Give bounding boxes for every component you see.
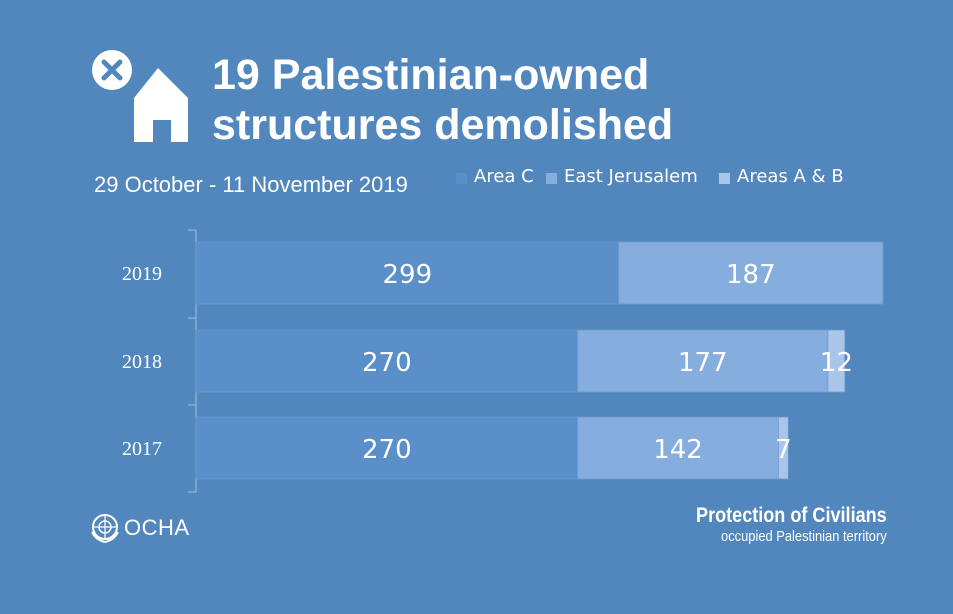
data-label-2017-0: 270: [362, 435, 412, 465]
bar-2018-areas-a-b: [827, 329, 846, 393]
data-label-2018-2: 12: [820, 348, 853, 378]
legend-label: East Jerusalem: [564, 166, 698, 187]
y-tick-label-2019: 2019: [122, 263, 162, 285]
house-demolished-icon: [92, 50, 192, 150]
legend-label: Area C: [474, 166, 534, 187]
data-label-2017-2: 7: [775, 435, 792, 465]
data-label-2019-0: 299: [383, 260, 433, 290]
page-title: 19 Palestinian-owned structures demolish…: [212, 50, 673, 150]
house-shape: [134, 68, 188, 142]
bar-2019-east-jerusalem: [618, 241, 884, 305]
date-range: 29 October - 11 November 2019: [94, 172, 408, 197]
title-line-2: structures demolished: [212, 101, 674, 149]
legend-label: Areas A & B: [737, 166, 844, 187]
data-label-2018-0: 270: [362, 348, 412, 378]
bar-2017-east-jerusalem: [577, 416, 779, 480]
footer-title: Protection of Civilians: [696, 504, 887, 527]
ocha-logo: OCHA: [88, 510, 189, 544]
bar-2017-areas-a-b: [777, 416, 789, 480]
title-line-1: 19 Palestinian-owned: [212, 51, 650, 99]
bar-2018-area-c: [195, 329, 579, 393]
y-tick-label-2017: 2017: [122, 438, 162, 460]
legend-swatch: [719, 173, 730, 184]
footer-subtitle: occupied Palestinian territory: [721, 528, 887, 545]
data-label-2017-1: 142: [653, 435, 703, 465]
bar-2018-east-jerusalem: [577, 329, 829, 393]
data-label-2018-1: 177: [678, 348, 728, 378]
close-icon: [101, 59, 123, 81]
un-emblem-icon: [91, 514, 119, 544]
data-label-2019-1: 187: [726, 260, 776, 290]
footer: Protection of Civilians occupied Palesti…: [665, 504, 887, 545]
legend-swatch: [546, 173, 557, 184]
legend-swatch: [456, 173, 467, 184]
y-tick-label-2018: 2018: [122, 351, 162, 373]
bar-2017-area-c: [195, 416, 579, 480]
logo-text: OCHA: [124, 515, 190, 540]
house-icon: [92, 50, 188, 142]
